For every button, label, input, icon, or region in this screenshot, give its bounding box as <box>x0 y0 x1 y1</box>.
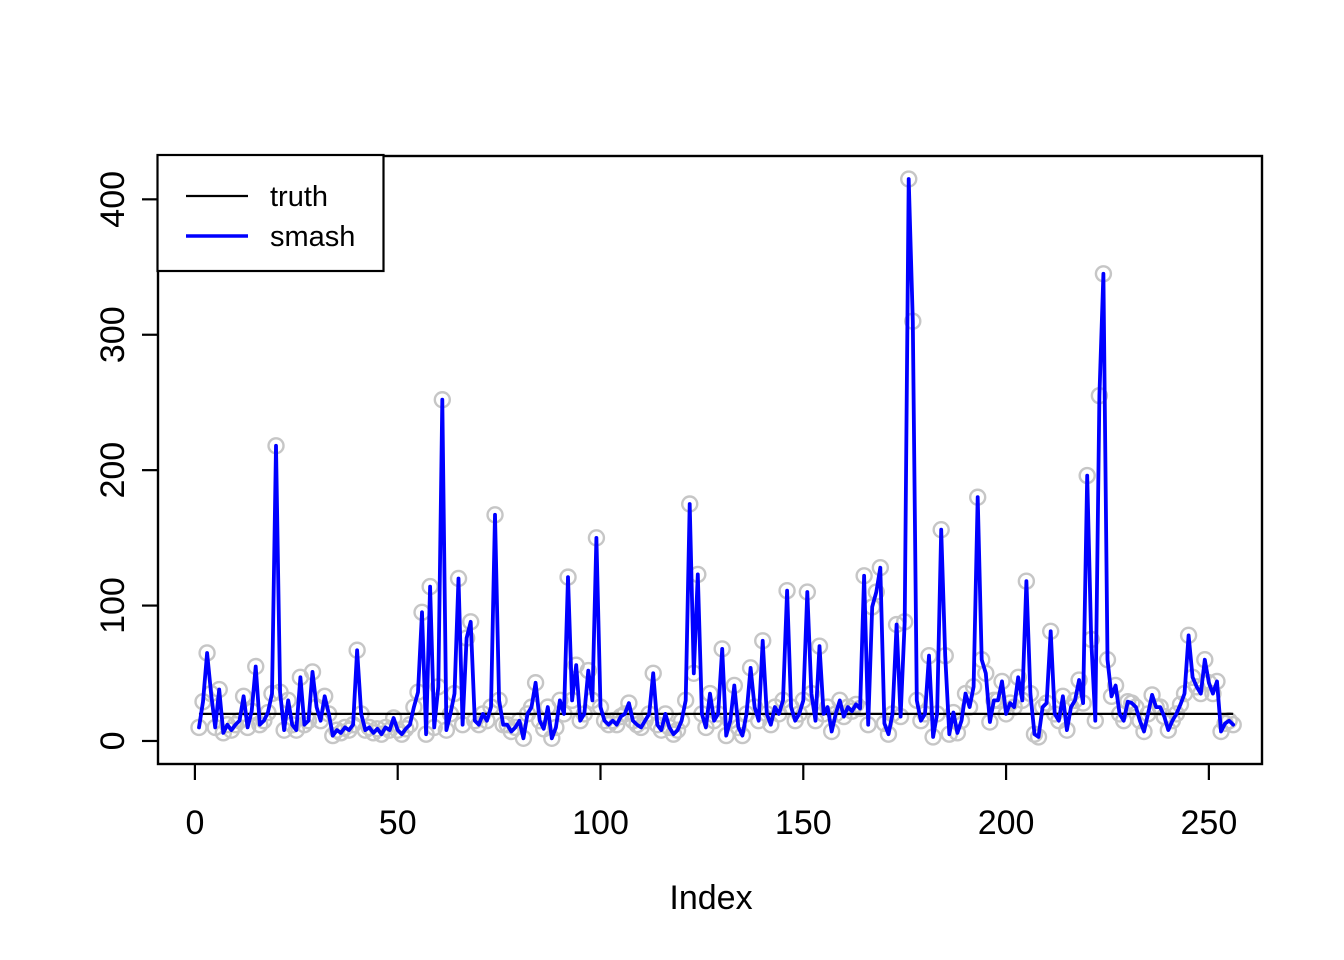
plot-box <box>156 154 1264 766</box>
data-point-marker <box>664 725 683 743</box>
legend-box <box>156 153 385 273</box>
data-point-marker <box>1001 694 1019 712</box>
x-tick-label: 150 <box>775 804 832 842</box>
y-tick-label: 400 <box>94 171 132 228</box>
y-tick-label: 300 <box>94 306 132 363</box>
y-tick-label: 100 <box>94 577 132 634</box>
legend-label-truth: truth <box>270 181 328 213</box>
data-point-marker <box>1123 694 1141 712</box>
x-tick-label: 200 <box>978 804 1035 842</box>
legend-label-smash: smash <box>270 221 355 253</box>
legend: truth smash <box>156 153 385 273</box>
y-tick-label: 0 <box>94 732 132 751</box>
y-tick-label: 200 <box>94 442 132 499</box>
data-point-marker <box>847 695 865 714</box>
x-tick-label: 0 <box>185 804 204 842</box>
smash-line <box>197 177 1236 741</box>
x-tick-label: 50 <box>379 804 417 842</box>
data-point-marker <box>1171 695 1190 714</box>
x-tick-label: 100 <box>572 804 629 842</box>
data-point-marker <box>470 716 488 734</box>
data-point-marker <box>1204 684 1222 703</box>
x-axis-title: Index <box>669 879 752 917</box>
data-point-marker <box>384 709 403 727</box>
data-point-marker <box>1159 721 1178 739</box>
data-point-marker <box>612 707 630 726</box>
plot-area: 0 50 100 150 200 250 0 100 200 300 400 <box>94 154 1264 842</box>
x-tick-label: 250 <box>1181 804 1238 842</box>
